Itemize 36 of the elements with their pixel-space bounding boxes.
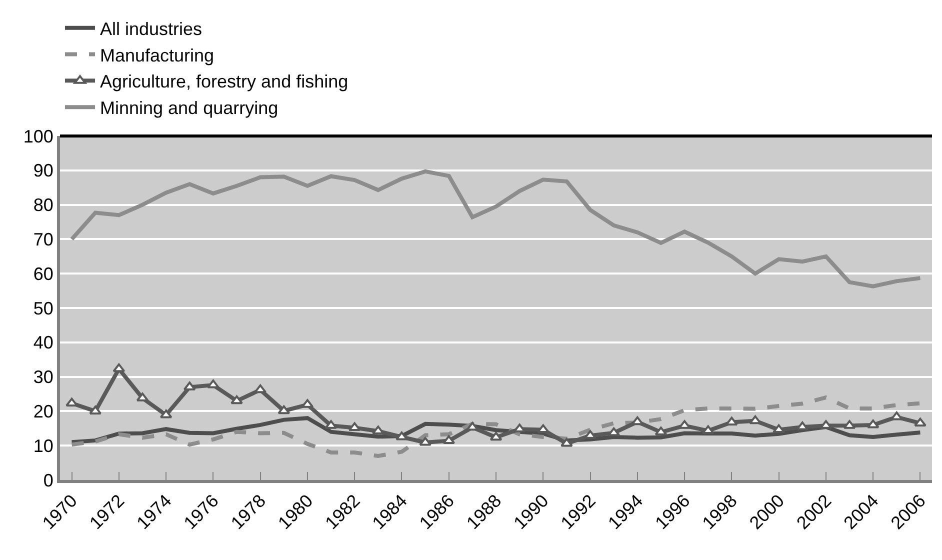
y-tick-label: 60 <box>33 264 54 284</box>
legend-label: Minning and quarrying <box>100 98 278 118</box>
line-series <box>70 395 922 458</box>
point <box>396 432 408 440</box>
y-tick-label: 40 <box>33 332 54 353</box>
y-tick-label: 70 <box>33 230 54 250</box>
legend-label: Agriculture, forestry and fishing <box>100 72 348 92</box>
y-tick-label: 30 <box>33 367 54 388</box>
point <box>608 427 620 436</box>
point <box>749 415 762 424</box>
point <box>442 435 456 444</box>
point <box>702 425 714 434</box>
point <box>560 438 573 447</box>
point <box>914 418 926 426</box>
y-tick-label: 90 <box>33 160 54 181</box>
y-tick-label: 80 <box>33 195 54 216</box>
legend-label: Manufacturing <box>100 45 214 66</box>
line-series <box>70 169 922 288</box>
y-tick-label: 0 <box>43 470 54 490</box>
y-tick-label: 100 <box>23 126 54 146</box>
point <box>536 424 550 434</box>
point <box>66 398 78 407</box>
point <box>631 416 644 426</box>
point <box>230 395 243 404</box>
y-tick-label: 50 <box>33 298 54 318</box>
y-tick-label: 10 <box>33 436 54 456</box>
point <box>490 432 502 441</box>
point <box>419 437 432 446</box>
point <box>112 363 126 372</box>
y-tick-label: 20 <box>33 402 54 422</box>
point <box>866 419 880 428</box>
legend-label: All industries <box>100 18 202 39</box>
point <box>772 424 786 434</box>
point <box>254 384 267 394</box>
point <box>160 409 172 418</box>
point <box>278 405 290 414</box>
